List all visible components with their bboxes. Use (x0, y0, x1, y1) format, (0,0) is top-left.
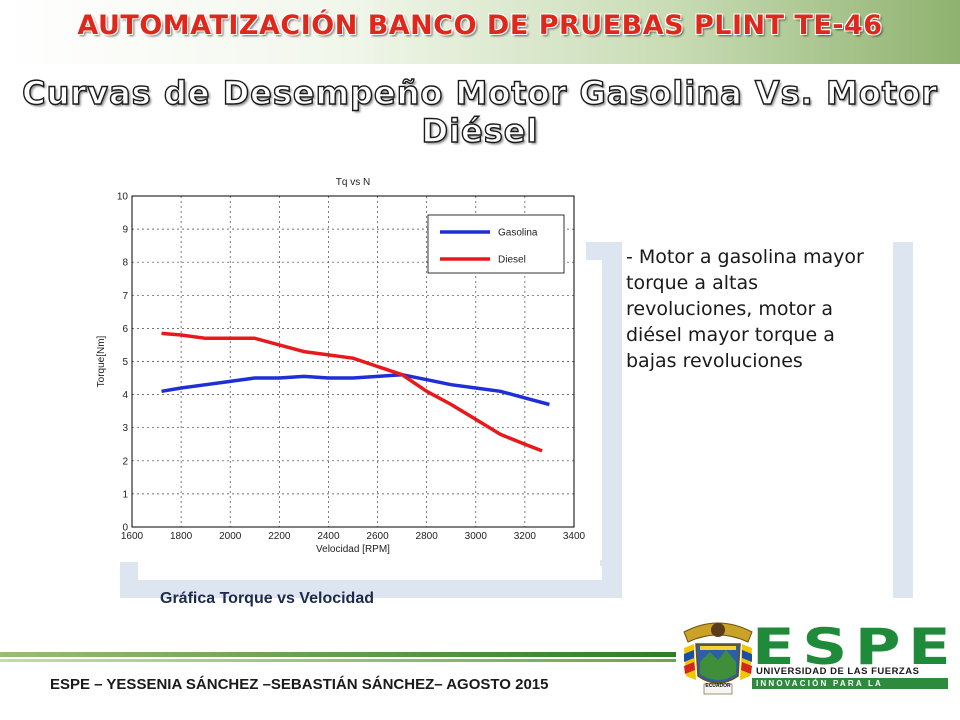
espe-motto: INNOVACIÓN PARA LA EXCELENCIA (756, 679, 883, 699)
legend-label-diesel: Diesel (498, 255, 526, 266)
seal-label: ECUADOR (705, 683, 731, 689)
page-subtitle: Curvas de Desempeño Motor Gasolina Vs. M… (21, 73, 938, 150)
y-tick-label: 0 (122, 523, 128, 534)
x-tick-label: 2600 (366, 531, 389, 542)
x-tick-label: 1800 (170, 531, 193, 542)
y-tick-label: 10 (117, 192, 129, 203)
x-tick-label: 2800 (416, 531, 439, 542)
x-tick-label: 2400 (317, 531, 340, 542)
chart-title: Tq vs N (336, 177, 370, 188)
legend-box (427, 214, 565, 274)
x-tick-label: 3200 (514, 531, 537, 542)
y-tick-label: 4 (122, 390, 128, 401)
x-tick-label: 2200 (268, 531, 291, 542)
y-tick-label: 6 (122, 324, 128, 335)
notes-panel-border (893, 242, 913, 598)
x-tick-label: 3000 (465, 531, 488, 542)
ecuador-seal-icon (683, 622, 753, 695)
x-tick-label: 1600 (121, 531, 144, 542)
notes-text: - Motor a gasolina mayor torque a altas … (626, 246, 864, 372)
y-axis-label: Torque[Nm] (96, 335, 107, 387)
footer-stripe-top (0, 652, 676, 657)
footer-stripe-bottom (0, 659, 676, 662)
espe-logo: ECUADOR (678, 614, 960, 720)
x-tick-label: 2000 (219, 531, 242, 542)
y-tick-label: 3 (122, 423, 128, 434)
footer-credits: ESPE – YESSENIA SÁNCHEZ –SEBASTIÁN SÁNCH… (50, 676, 549, 693)
y-tick-label: 7 (122, 291, 128, 302)
series-line-gasolina (161, 372, 550, 407)
header-bar (0, 0, 960, 64)
torque-chart: 1600 1800 2000 2200 2400 2600 2800 3000 3200 3400… (92, 168, 586, 562)
y-tick-label: 8 (122, 258, 128, 269)
y-tick-label: 1 (122, 489, 128, 500)
x-tick-label: 3400 (563, 531, 586, 542)
page-title: AUTOMATIZACIÓN BANCO DE PRUEBAS PLINT TE… (77, 10, 883, 41)
y-tick-label: 2 (122, 456, 128, 467)
plot-frame (131, 195, 575, 528)
legend-label-gasolina: Gasolina (498, 228, 538, 239)
panel-connector (600, 560, 622, 566)
espe-motto-bar (752, 678, 948, 689)
x-axis-label: Velocidad [RPM] (316, 544, 390, 555)
y-tick-label: 5 (122, 357, 128, 368)
torque-chart-svg: 1600 1800 2000 2200 2400 2600 2800 3000 3200 3400… (96, 177, 586, 555)
chart-caption: Gráfica Torque vs Velocidad (160, 590, 374, 607)
y-tick-label: 9 (122, 225, 128, 236)
series-line-diesel (161, 331, 543, 453)
espe-logo-letters: ESPE (752, 618, 959, 676)
